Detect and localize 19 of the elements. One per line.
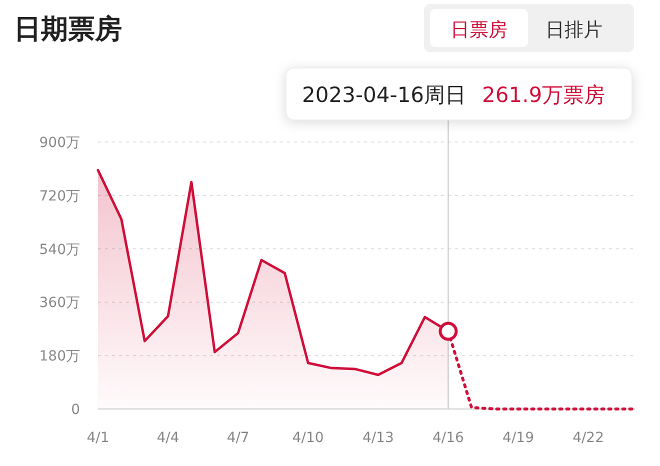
x-tick-label: 4/22 <box>572 430 604 446</box>
x-tick-label: 4/16 <box>432 430 464 446</box>
x-tick-label: 4/13 <box>362 430 394 446</box>
text: 261.9万票房 <box>482 83 606 107</box>
x-tick-label: 4/7 <box>226 430 250 446</box>
y-tick-label: 540万 <box>39 242 80 258</box>
y-tick-label: 900万 <box>39 135 80 151</box>
text: 2023-04-16周日 <box>302 83 466 107</box>
text: 日票房 <box>450 19 508 41</box>
text: 日排片 <box>546 19 602 41</box>
y-tick-label: 180万 <box>39 348 80 365</box>
x-tick-label: 4/1 <box>86 430 110 446</box>
x-tick-label: 4/19 <box>502 430 534 446</box>
x-tick-label: 4/10 <box>292 430 324 446</box>
y-tick-label: 720万 <box>39 188 80 204</box>
y-tick-label: 0 <box>71 402 80 418</box>
chart-title: 日期票房 <box>14 14 122 45</box>
x-tick-label: 4/4 <box>156 430 180 446</box>
y-tick-label: 360万 <box>39 295 80 312</box>
